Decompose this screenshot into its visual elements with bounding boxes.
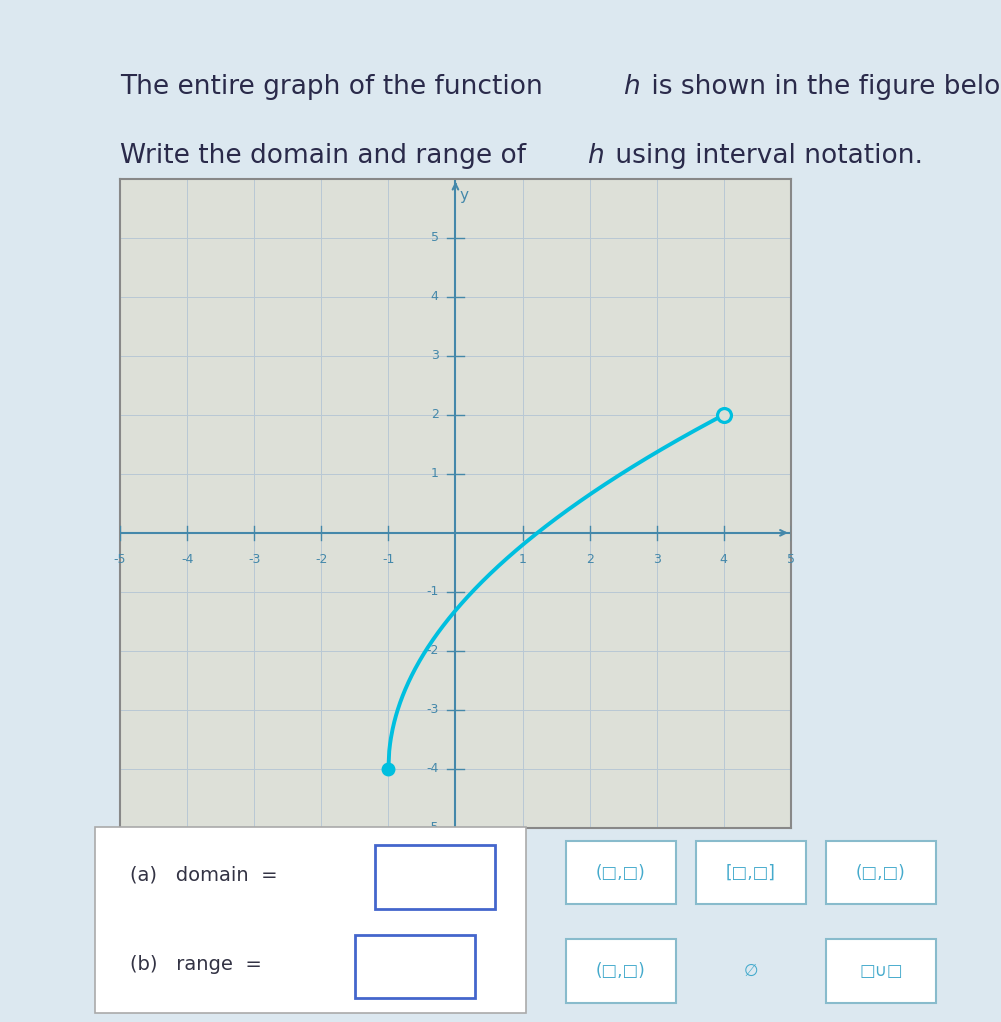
Text: (□,□): (□,□) (856, 864, 906, 882)
Text: 5: 5 (787, 554, 795, 566)
Text: -3: -3 (426, 703, 438, 716)
FancyBboxPatch shape (826, 939, 936, 1003)
Text: -2: -2 (426, 644, 438, 657)
Text: (□,□): (□,□) (596, 962, 646, 980)
Text: 5: 5 (430, 231, 438, 244)
Text: h: h (587, 143, 604, 170)
Text: -4: -4 (426, 762, 438, 776)
FancyBboxPatch shape (95, 827, 526, 1013)
Text: 4: 4 (720, 554, 728, 566)
Text: h: h (623, 75, 640, 100)
Text: -5: -5 (114, 554, 126, 566)
Text: (b)   range  =: (b) range = (130, 956, 262, 974)
FancyBboxPatch shape (696, 841, 806, 904)
Text: Write the domain and range of: Write the domain and range of (120, 143, 535, 170)
Text: (a)   domain  =: (a) domain = (130, 866, 277, 884)
Text: -5: -5 (426, 822, 438, 834)
Text: y: y (459, 188, 468, 202)
Text: The entire graph of the function: The entire graph of the function (120, 75, 552, 100)
Text: 2: 2 (430, 409, 438, 421)
Text: -1: -1 (382, 554, 394, 566)
Text: using interval notation.: using interval notation. (607, 143, 923, 170)
Text: is shown in the figure below.: is shown in the figure below. (643, 75, 1001, 100)
Text: -2: -2 (315, 554, 327, 566)
Text: 1: 1 (519, 554, 527, 566)
Text: 3: 3 (653, 554, 661, 566)
FancyBboxPatch shape (375, 845, 495, 909)
Text: ∅: ∅ (744, 962, 758, 980)
FancyBboxPatch shape (566, 939, 676, 1003)
Text: [□,□]: [□,□] (726, 864, 776, 882)
FancyBboxPatch shape (355, 935, 475, 998)
Text: -3: -3 (248, 554, 260, 566)
Text: 2: 2 (586, 554, 594, 566)
Text: -4: -4 (181, 554, 193, 566)
FancyBboxPatch shape (826, 841, 936, 904)
FancyBboxPatch shape (566, 841, 676, 904)
Text: 3: 3 (430, 350, 438, 363)
Text: -1: -1 (426, 586, 438, 598)
Text: (□,□): (□,□) (596, 864, 646, 882)
Text: □∪□: □∪□ (859, 962, 903, 980)
Text: 1: 1 (430, 467, 438, 480)
Text: 4: 4 (430, 290, 438, 304)
